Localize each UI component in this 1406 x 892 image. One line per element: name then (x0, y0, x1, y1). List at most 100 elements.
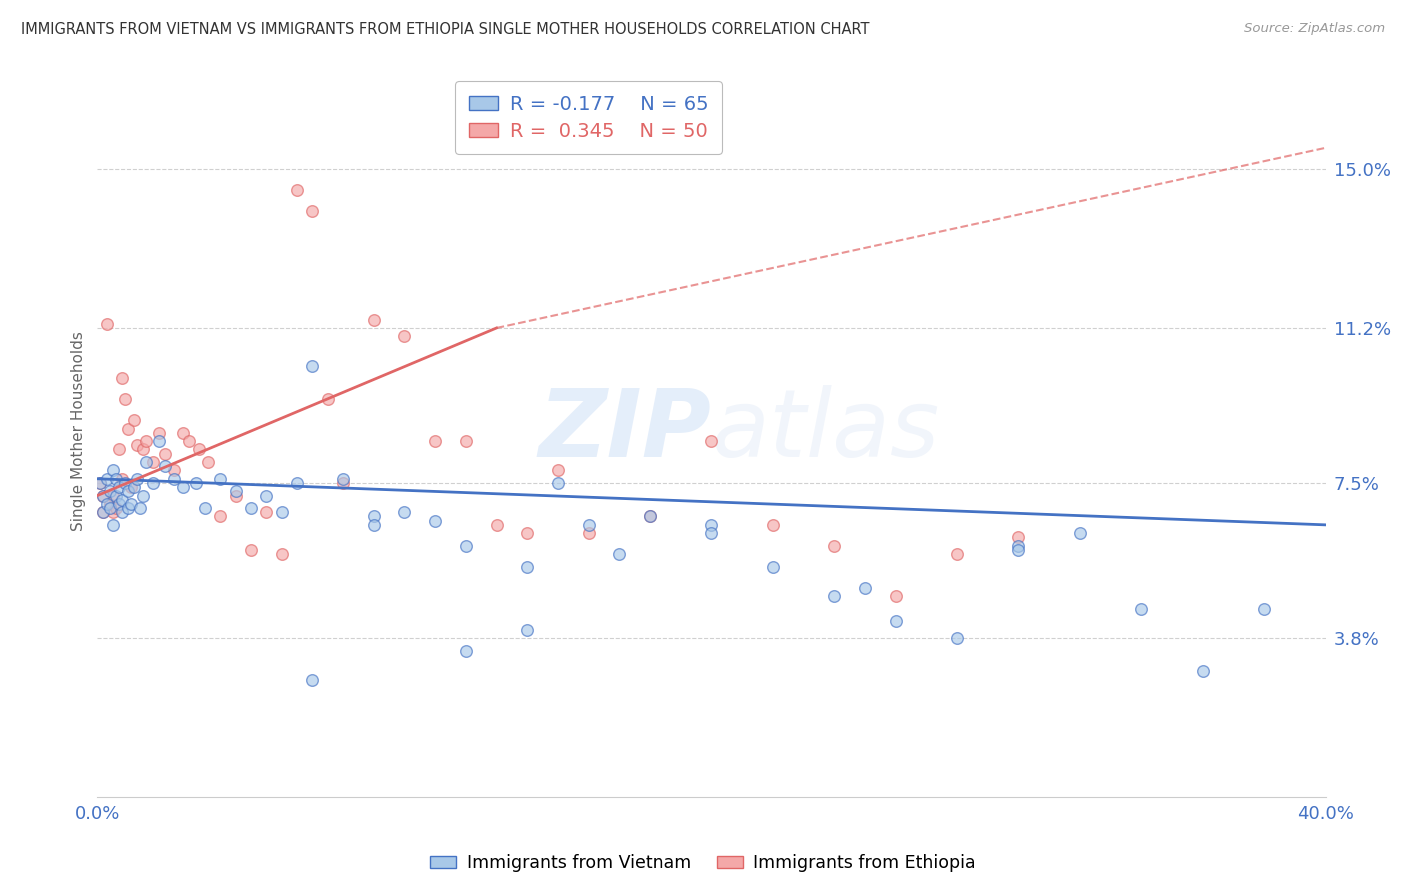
Point (132, 489, 155, 503)
Point (135, 434, 157, 448)
Point (117, 501, 139, 516)
Point (96, 317, 118, 331)
Point (148, 425, 170, 440)
Point (1253, 601, 1275, 615)
Point (108, 480, 131, 494)
Point (363, 509, 385, 524)
Point (285, 475, 308, 490)
Point (454, 434, 477, 448)
Point (120, 497, 142, 511)
Legend: R = -0.177    N = 65, R =  0.345    N = 50: R = -0.177 N = 65, R = 0.345 N = 50 (456, 81, 721, 154)
Point (332, 472, 354, 486)
Point (853, 581, 876, 595)
Point (96, 472, 118, 486)
Point (194, 501, 217, 516)
Point (93, 505, 115, 519)
Point (225, 484, 247, 499)
Point (117, 421, 139, 435)
Point (823, 539, 845, 553)
Point (394, 329, 416, 343)
Point (884, 589, 907, 603)
Text: ZIP: ZIP (538, 384, 711, 476)
Point (516, 623, 538, 637)
Point (1130, 601, 1153, 615)
Point (1069, 526, 1091, 541)
Point (163, 472, 186, 486)
Point (108, 442, 131, 457)
Point (93, 505, 115, 519)
Point (762, 559, 785, 574)
Point (700, 526, 723, 541)
Point (316, 392, 339, 407)
Point (638, 509, 661, 524)
Point (129, 501, 152, 516)
Point (172, 425, 194, 440)
Point (89, 475, 111, 490)
Point (239, 543, 262, 558)
Point (104, 501, 127, 516)
Point (516, 559, 538, 574)
Point (363, 517, 385, 532)
Point (454, 643, 477, 657)
Point (1007, 543, 1029, 558)
Point (179, 434, 201, 448)
Point (101, 489, 124, 503)
Point (114, 392, 136, 407)
Text: IMMIGRANTS FROM VIETNAM VS IMMIGRANTS FROM ETHIOPIA SINGLE MOTHER HOUSEHOLDS COR: IMMIGRANTS FROM VIETNAM VS IMMIGRANTS FR… (21, 22, 869, 37)
Point (762, 517, 785, 532)
Point (127, 472, 149, 486)
Point (301, 203, 323, 218)
Point (301, 359, 323, 373)
Point (96, 497, 118, 511)
Point (607, 547, 630, 561)
Point (98, 501, 121, 516)
Point (187, 442, 209, 457)
Point (120, 480, 142, 494)
Point (270, 547, 292, 561)
Point (101, 463, 124, 477)
Point (1007, 530, 1029, 544)
Point (516, 526, 538, 541)
Point (454, 539, 477, 553)
Point (332, 475, 354, 490)
Point (153, 447, 176, 461)
Point (122, 413, 145, 427)
Point (101, 505, 124, 519)
Point (225, 489, 247, 503)
Point (285, 183, 308, 197)
Point (485, 517, 508, 532)
Point (638, 509, 661, 524)
Point (104, 489, 127, 503)
Point (98, 497, 121, 511)
Point (197, 455, 219, 469)
Point (142, 475, 165, 490)
Point (423, 434, 446, 448)
Point (547, 475, 569, 490)
Point (93, 489, 115, 503)
Point (578, 526, 600, 541)
Point (209, 509, 232, 524)
Point (111, 492, 134, 507)
Point (98, 484, 121, 499)
Point (547, 463, 569, 477)
Point (209, 472, 232, 486)
Point (111, 472, 134, 486)
Point (1191, 665, 1213, 679)
Point (101, 517, 124, 532)
Point (142, 455, 165, 469)
Point (111, 371, 134, 385)
Point (89, 475, 111, 490)
Y-axis label: Single Mother Households: Single Mother Households (72, 331, 86, 531)
Point (423, 514, 446, 528)
Point (394, 505, 416, 519)
Point (114, 475, 136, 490)
Point (254, 489, 277, 503)
Point (163, 463, 186, 477)
Point (700, 517, 723, 532)
Point (270, 505, 292, 519)
Point (946, 631, 969, 645)
Point (254, 505, 277, 519)
Point (117, 484, 139, 499)
Point (172, 480, 194, 494)
Point (127, 438, 149, 452)
